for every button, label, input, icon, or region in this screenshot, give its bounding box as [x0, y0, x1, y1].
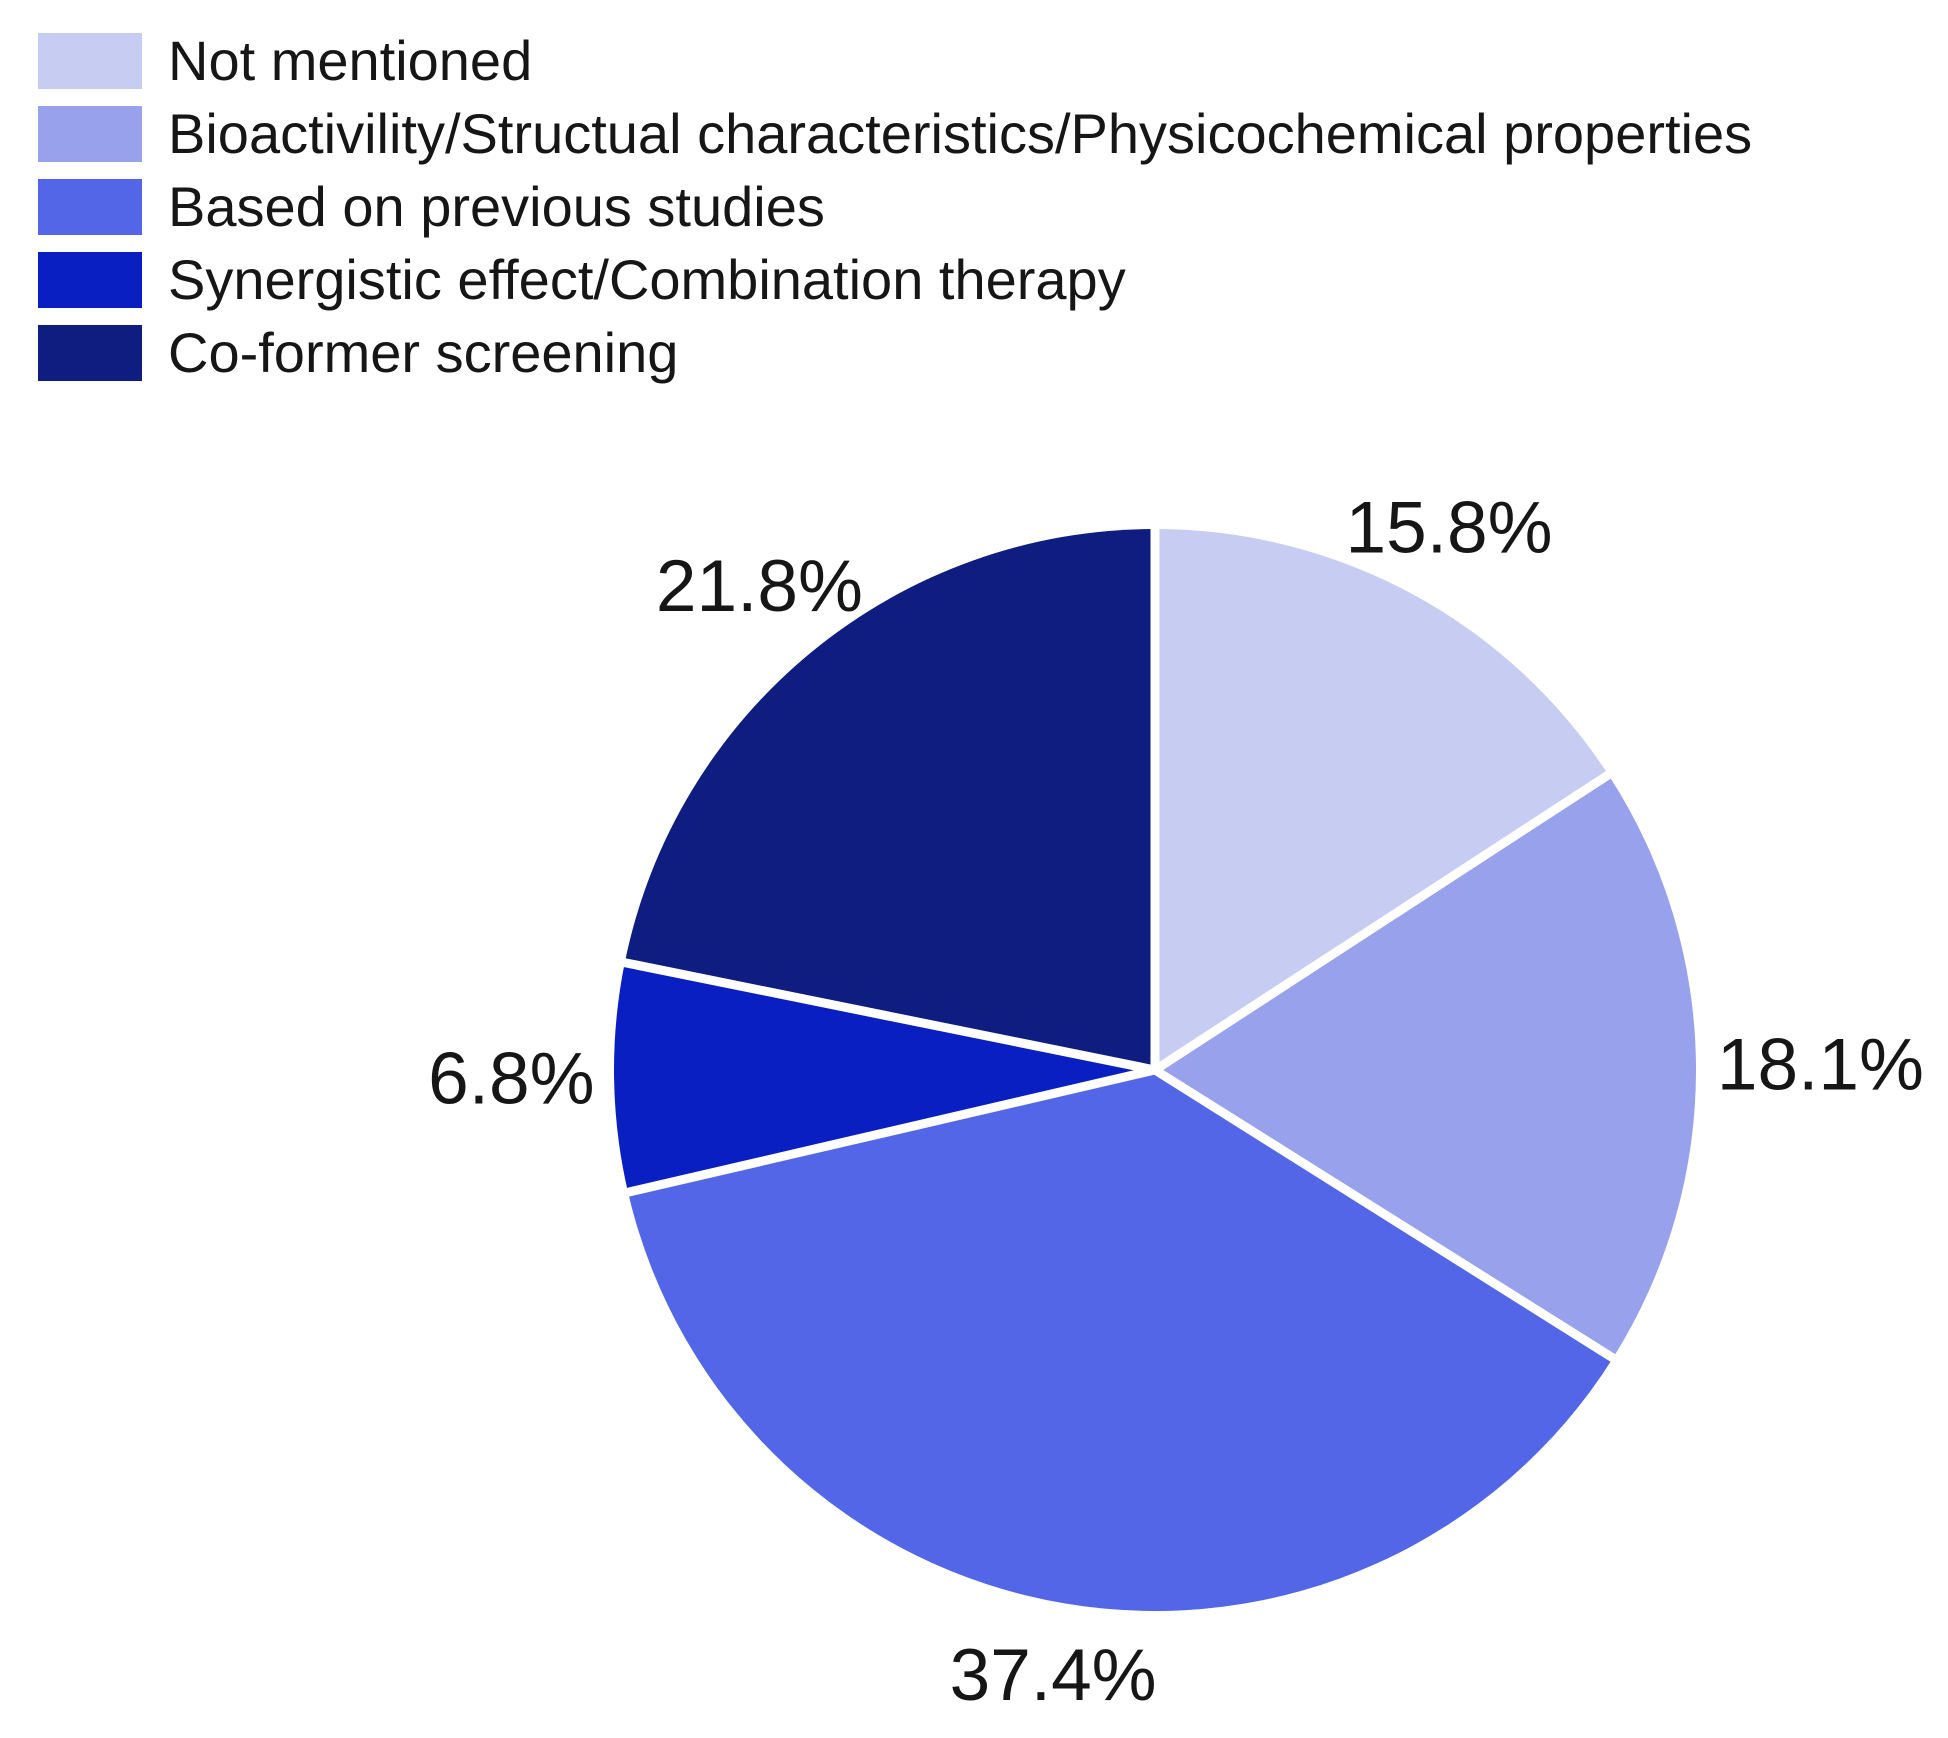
- legend-label: Based on previous studies: [168, 175, 825, 238]
- pie-slice-2: [1155, 774, 1697, 1358]
- legend-label: Synergistic effect/Combination therapy: [168, 248, 1126, 311]
- pie-percentage-label-4: 6.8%: [428, 1039, 594, 1120]
- legend-item: Synergistic effect/Combination therapy: [38, 252, 1752, 308]
- pie-slice-separator: [622, 958, 1156, 1075]
- legend-color-swatch: [38, 179, 142, 235]
- pie-percentage-label-3: 37.4%: [950, 1635, 1157, 1716]
- chart-legend: Not mentioned Bioactivility/Structual ch…: [38, 33, 1752, 381]
- legend-item: Co-former screening: [38, 325, 1752, 381]
- pie-slice-separator: [1152, 1066, 1617, 1363]
- legend-color-swatch: [38, 325, 142, 381]
- pie-percentage-label-5: 21.8%: [656, 546, 863, 627]
- legend-label: Not mentioned: [168, 29, 533, 92]
- legend-item: Bioactivility/Structual characteristics/…: [38, 106, 1752, 162]
- legend-color-swatch: [38, 106, 142, 162]
- pie-slice-1: [1155, 529, 1609, 1070]
- pie-slice-separator: [1152, 770, 1612, 1074]
- legend-color-swatch: [38, 33, 142, 89]
- pie-percentage-label-2: 18.1%: [1717, 1024, 1924, 1105]
- legend-label: Bioactivility/Structual characteristics/…: [168, 102, 1753, 165]
- legend-item: Not mentioned: [38, 33, 1752, 89]
- pie-slice-5: [624, 529, 1155, 1070]
- legend-color-swatch: [38, 252, 142, 308]
- pie-slice-separator: [626, 1065, 1157, 1197]
- pie-percentage-label-1: 15.8%: [1346, 487, 1553, 568]
- pie-slice-4: [613, 962, 1155, 1193]
- legend-item: Based on previous studies: [38, 179, 1752, 235]
- legend-label: Co-former screening: [168, 321, 679, 384]
